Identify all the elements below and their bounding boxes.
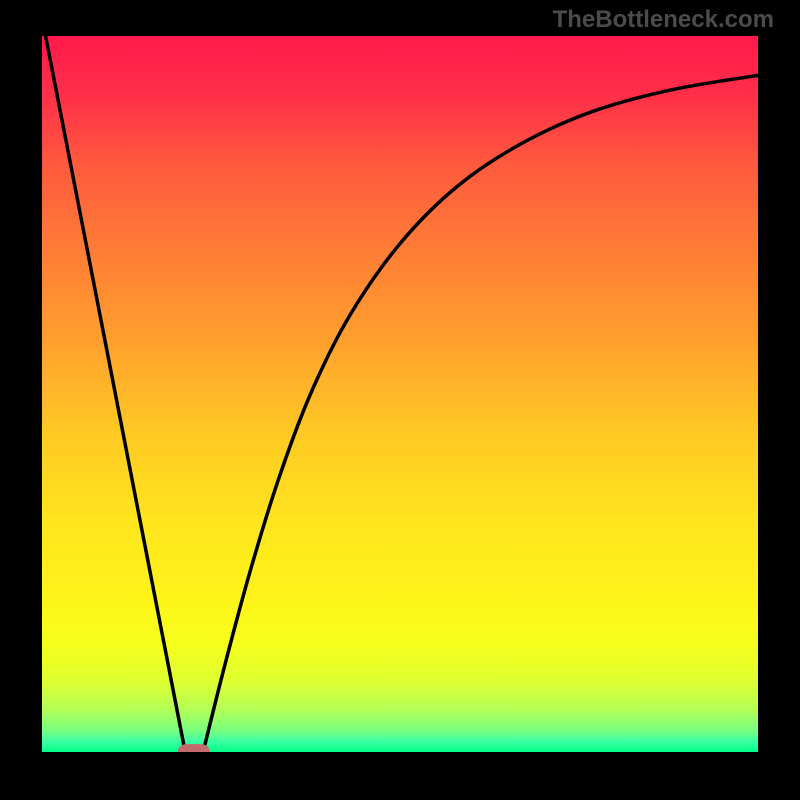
chart-frame: TheBottleneck.com [0, 0, 800, 800]
plot-background-gradient [42, 36, 758, 752]
chart-svg [0, 0, 800, 800]
watermark-text: TheBottleneck.com [553, 6, 774, 34]
